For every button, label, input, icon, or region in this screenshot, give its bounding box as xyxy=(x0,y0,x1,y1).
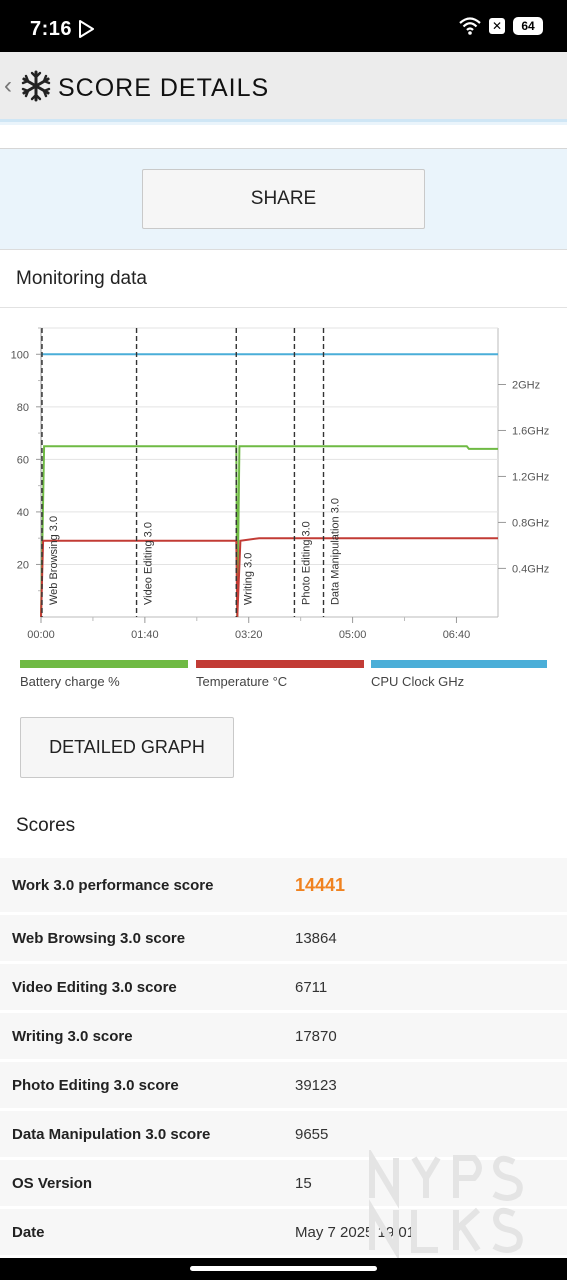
top-strip xyxy=(0,125,567,149)
legend-temperature-swatch xyxy=(196,660,364,668)
status-bar: 7:16 ✕ 64 xyxy=(0,0,567,52)
score-row-work: Work 3.0 performance score 14441 xyxy=(0,855,567,912)
score-value: 17870 xyxy=(295,1027,337,1045)
score-label: Date xyxy=(12,1223,45,1241)
scores-table: Work 3.0 performance score 14441 Web Bro… xyxy=(0,855,567,1255)
series-line xyxy=(40,445,498,618)
legend-battery-label: Battery charge % xyxy=(20,674,120,689)
score-value: 9655 xyxy=(295,1125,329,1143)
score-row-writing: Writing 3.0 score 17870 xyxy=(0,1010,567,1059)
marker-label: Data Manipulation 3.0 xyxy=(330,498,342,605)
play-store-icon xyxy=(79,20,94,38)
marker-label: Writing 3.0 xyxy=(242,553,254,605)
y-tick-label: 80 xyxy=(17,402,29,414)
x-tick-label: 00:00 xyxy=(27,629,55,641)
score-row-data-manipulation: Data Manipulation 3.0 score 9655 xyxy=(0,1108,567,1157)
score-label: Photo Editing 3.0 score xyxy=(12,1076,179,1094)
score-label: Web Browsing 3.0 score xyxy=(12,929,186,947)
page-title: SCORE DETAILS xyxy=(58,74,270,102)
monitoring-title: Monitoring data xyxy=(16,268,147,289)
legend-cpu-swatch xyxy=(371,660,547,668)
right-tick-label: 1.2GHz xyxy=(512,471,549,483)
status-time: 7:16 xyxy=(30,18,73,40)
legend-battery-swatch xyxy=(20,660,188,668)
scores-title: Scores xyxy=(16,815,76,836)
y-tick-label: 20 xyxy=(17,559,29,571)
detailed-graph-button[interactable]: DETAILED GRAPH xyxy=(20,717,234,778)
x-tick-label: 03:20 xyxy=(235,629,263,641)
series-line xyxy=(40,537,498,618)
y-tick-label: 100 xyxy=(11,349,29,361)
score-row-photo-editing: Photo Editing 3.0 score 39123 xyxy=(0,1059,567,1108)
legend-temperature-label: Temperature °C xyxy=(196,674,288,689)
x-tick-label: 06:40 xyxy=(443,629,471,641)
score-value: 13864 xyxy=(295,929,337,947)
y-tick-label: 60 xyxy=(17,454,29,466)
watermark-logo xyxy=(369,1150,523,1260)
score-label: Data Manipulation 3.0 score xyxy=(12,1125,211,1143)
snowflake-logo-icon xyxy=(21,70,51,102)
score-row-web-browsing: Web Browsing 3.0 score 13864 xyxy=(0,912,567,961)
score-value: 14441 xyxy=(295,874,346,895)
score-row-video-editing: Video Editing 3.0 score 6711 xyxy=(0,961,567,1010)
marker-label: Photo Editing 3.0 xyxy=(300,521,312,605)
right-tick-label: 0.8GHz xyxy=(512,517,549,529)
right-tick-label: 1.6GHz xyxy=(512,425,549,437)
marker-label: Video Editing 3.0 xyxy=(143,522,155,605)
x-tick-label: 05:00 xyxy=(339,629,367,641)
app-header: ‹ SCORE DETAILS xyxy=(0,52,567,122)
back-chevron-icon[interactable]: ‹ xyxy=(4,72,12,99)
score-label: OS Version xyxy=(12,1174,93,1192)
close-box-icon: ✕ xyxy=(489,18,505,34)
status-icons: ✕ 64 xyxy=(459,17,543,35)
score-label: Work 3.0 performance score xyxy=(12,876,214,894)
x-tick-label: 01:40 xyxy=(131,629,159,641)
score-value: 6711 xyxy=(295,978,328,996)
battery-icon: 64 xyxy=(513,17,543,35)
marker-label: Web Browsing 3.0 xyxy=(48,516,60,605)
right-tick-label: 2GHz xyxy=(512,379,540,391)
home-handle[interactable] xyxy=(190,1266,377,1271)
navigation-bar xyxy=(0,1258,567,1280)
legend-battery: Battery charge % xyxy=(20,660,190,689)
legend-cpu-label: CPU Clock GHz xyxy=(371,674,465,689)
monitoring-chart: 20 40 60 80 100 0.4GHz 0.8GHz 1.2GHz 1.6GHz 2GHz 0… xyxy=(11,327,549,641)
score-value: 39123 xyxy=(295,1076,337,1094)
legend-temperature: Temperature °C xyxy=(196,660,366,689)
score-label: Writing 3.0 score xyxy=(12,1027,133,1045)
legend-cpu: CPU Clock GHz xyxy=(371,660,547,689)
score-label: Video Editing 3.0 score xyxy=(12,978,177,996)
wifi-icon xyxy=(459,17,481,35)
y-tick-label: 40 xyxy=(17,507,29,519)
score-row-os-version: OS Version 15 xyxy=(0,1157,567,1206)
divider xyxy=(0,307,567,308)
right-tick-label: 0.4GHz xyxy=(512,563,549,575)
score-value: 15 xyxy=(295,1174,312,1192)
share-button[interactable]: SHARE xyxy=(142,169,425,229)
